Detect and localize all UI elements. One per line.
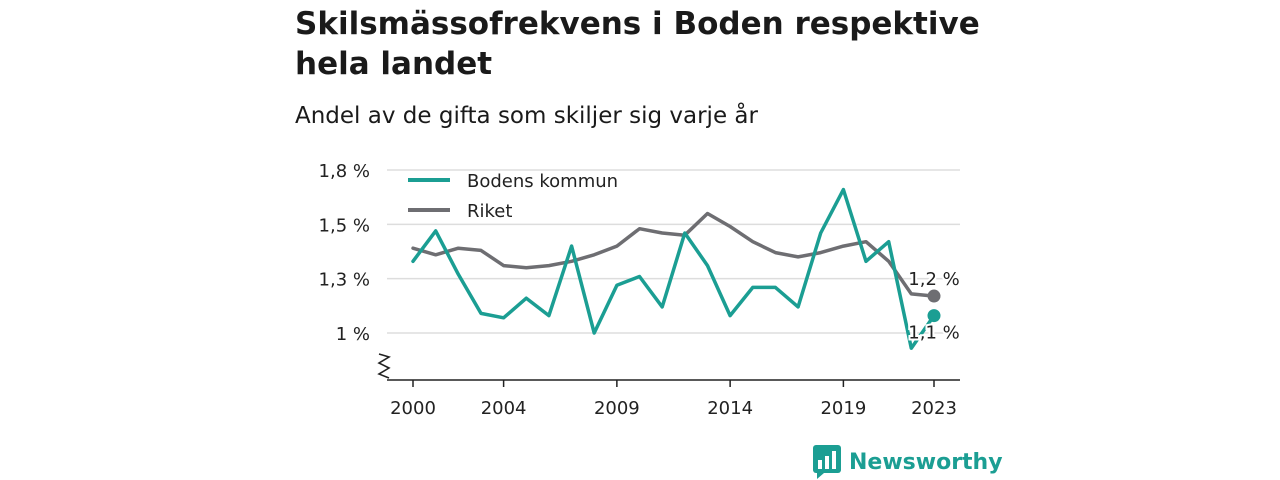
series-line-riket [411, 211, 936, 298]
y-tick-label: 1 % [336, 324, 370, 345]
legend: Bodens kommun Riket [408, 171, 618, 222]
end-marker-bodens-kommun [927, 309, 941, 323]
x-tick-label: 2023 [911, 398, 957, 419]
axis-break-icon [377, 353, 391, 379]
end-markers: 1,1 % 1,2 % [906, 267, 961, 346]
series-lines [411, 187, 936, 350]
chart-subtitle: Andel av de gifta som skiljer sig varje … [295, 103, 758, 129]
x-axis: 2000 2004 2009 2014 2019 2023 [387, 379, 960, 419]
end-label-bodens-kommun: 1,1 % [908, 323, 959, 344]
legend-label-bodens-kommun: Bodens kommun [467, 171, 618, 192]
x-tick-label: 2000 [390, 398, 436, 419]
chart-title: Skilsmässofrekvens i Boden respektive he… [295, 6, 980, 82]
y-axis: 1 % 1,3 % 1,5 % 1,8 % [319, 161, 391, 379]
x-tick-label: 2019 [820, 398, 866, 419]
grid-lines [387, 169, 960, 334]
end-label-riket: 1,2 % [908, 269, 959, 290]
x-tick-label: 2009 [594, 398, 640, 419]
y-tick-label: 1,5 % [319, 215, 370, 236]
brand-name: Newsworthy [849, 449, 1003, 475]
legend-label-riket: Riket [467, 201, 512, 222]
line-chart: 1 %1,3 %1,5 %1,8 % 2000 2004 2009 2014 2019 2… [319, 161, 962, 419]
newsworthy-bar-chart-logo-icon [813, 445, 841, 479]
y-tick-label: 1,8 % [319, 161, 370, 182]
series-line-bodens-kommun [411, 187, 936, 350]
x-tick-label: 2004 [481, 398, 527, 419]
brand-logo: Newsworthy [813, 445, 1003, 479]
x-tick-label: 2014 [707, 398, 753, 419]
y-tick-label: 1,3 % [319, 270, 370, 291]
end-marker-riket [927, 289, 941, 303]
